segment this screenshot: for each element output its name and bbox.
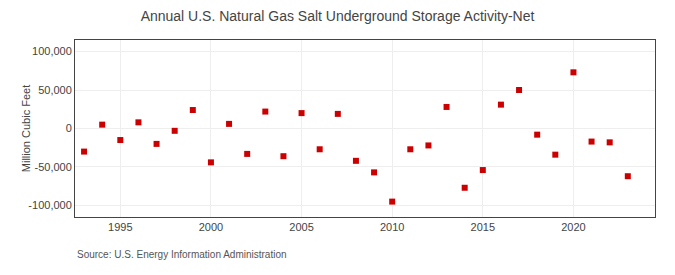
svg-text:2020: 2020 xyxy=(561,221,585,233)
svg-text:0: 0 xyxy=(66,122,72,134)
svg-text:50,000: 50,000 xyxy=(38,84,72,96)
svg-text:2010: 2010 xyxy=(380,221,404,233)
svg-text:-50,000: -50,000 xyxy=(34,161,71,173)
svg-text:1995: 1995 xyxy=(108,221,132,233)
svg-text:2005: 2005 xyxy=(289,221,313,233)
svg-text:100,000: 100,000 xyxy=(32,45,72,57)
svg-text:2015: 2015 xyxy=(471,221,495,233)
svg-text:2000: 2000 xyxy=(199,221,223,233)
svg-text:Annual U.S. Natural Gas Salt U: Annual U.S. Natural Gas Salt Underground… xyxy=(141,8,535,24)
svg-text:-100,000: -100,000 xyxy=(28,199,71,211)
svg-text:Source: U.S. Energy Informatio: Source: U.S. Energy Information Administ… xyxy=(77,249,287,260)
svg-text:Million Cubic Feet: Million Cubic Feet xyxy=(20,85,32,172)
